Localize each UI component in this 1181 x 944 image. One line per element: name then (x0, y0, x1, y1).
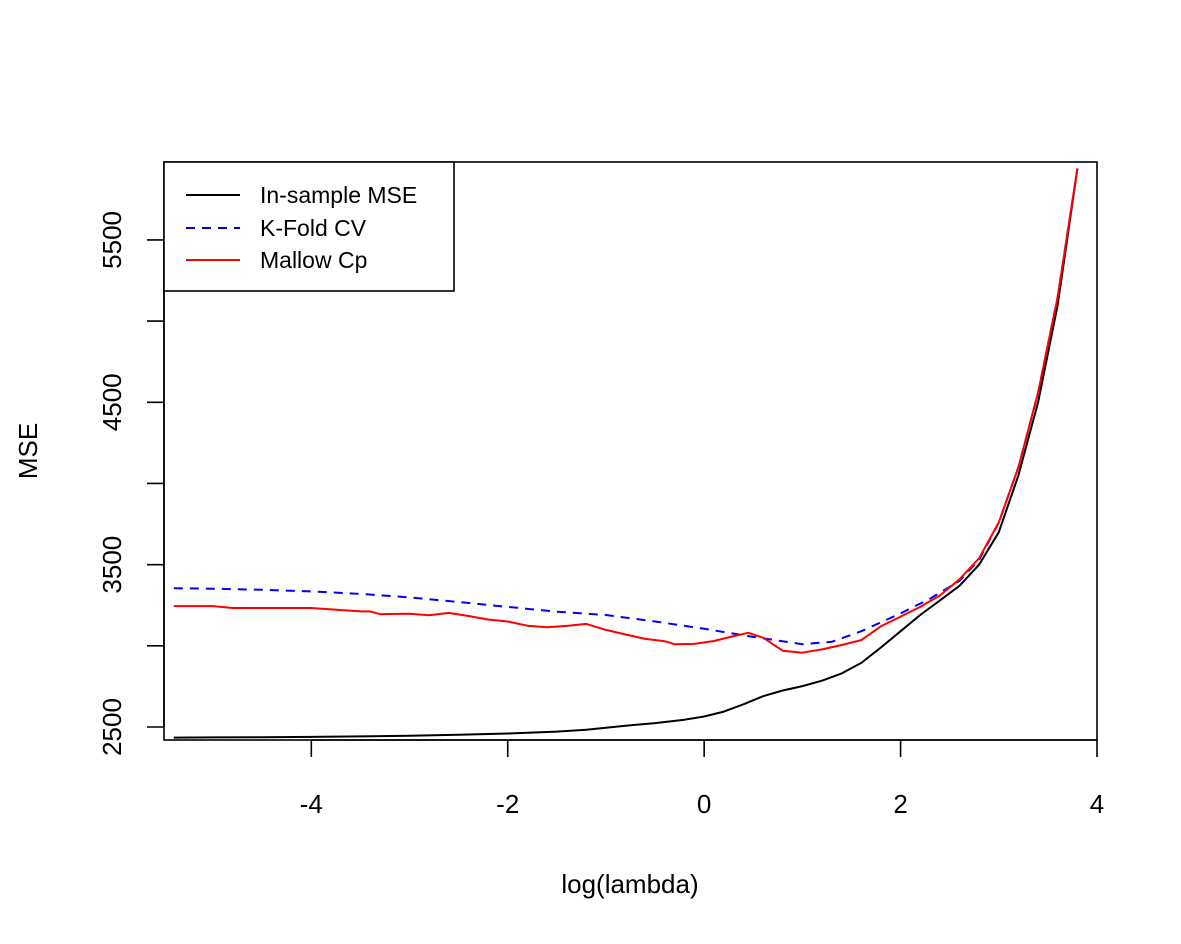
y-tick-label: 5500 (97, 211, 127, 269)
legend-label-in-sample-mse: In-sample MSE (260, 182, 417, 208)
x-axis-title: log(lambda) (561, 869, 698, 899)
y-tick-label: 4500 (97, 373, 127, 431)
y-axis: 2500 3500 4500 5500 (97, 211, 165, 756)
legend-box (163, 161, 455, 292)
series-line-in-sample-mse (173, 168, 1079, 739)
x-tick-label: -4 (300, 789, 323, 819)
series-line-mallow-cp (173, 168, 1079, 654)
y-tick-label: 2500 (97, 698, 127, 756)
x-tick-label: 4 (1090, 789, 1104, 819)
legend-label-mallow-cp: Mallow Cp (260, 247, 367, 273)
y-axis-title: MSE (13, 423, 43, 479)
x-tick-label: 0 (697, 789, 711, 819)
x-tick-label: -2 (496, 789, 519, 819)
legend-label-k-fold-cv: K-Fold CV (260, 215, 367, 241)
x-tick-label: 2 (893, 789, 907, 819)
legend: In-sample MSE K-Fold CV Mallow Cp (163, 161, 455, 292)
series-line-k-fold-cv (173, 168, 1079, 646)
y-tick-label: 3500 (97, 536, 127, 594)
series-layer (173, 168, 1079, 739)
x-axis: -4 -2 0 2 4 (300, 739, 1104, 819)
